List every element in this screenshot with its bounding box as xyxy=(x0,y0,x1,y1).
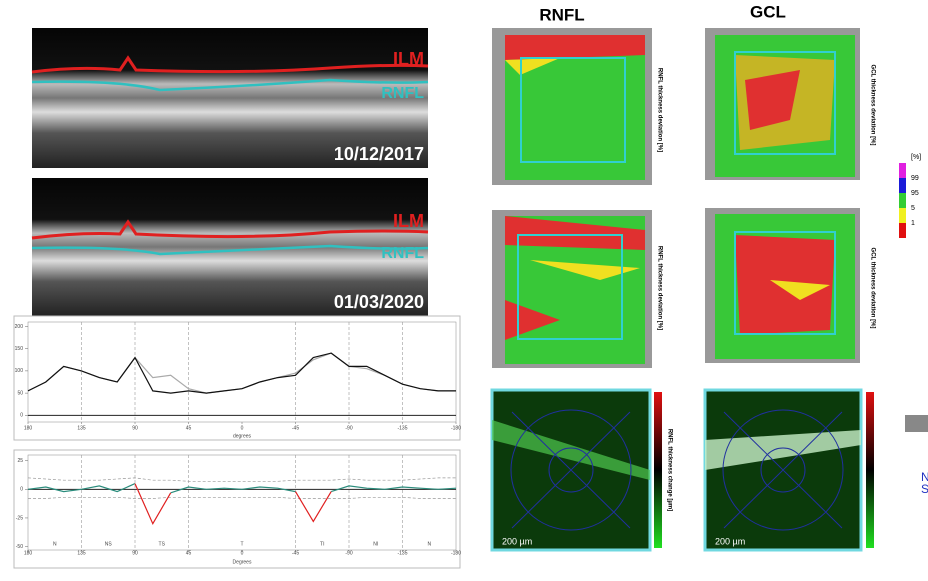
change-map: 200 µm xyxy=(703,388,874,552)
x-tick-label: 180 xyxy=(24,425,33,431)
legend-swatch xyxy=(899,163,906,178)
x-tick-label: 0 xyxy=(241,550,244,556)
x-tick-label: 135 xyxy=(77,550,86,556)
rnfl-label: RNFL xyxy=(381,85,424,102)
legend-level: 1 xyxy=(911,220,915,227)
gray-bar xyxy=(905,415,928,432)
x-axis-label: degrees xyxy=(233,433,252,439)
plot-frame xyxy=(13,315,461,441)
y-tick-label: 0 xyxy=(20,487,23,493)
rnfl-map xyxy=(492,28,652,185)
rnfl-label: RNFL xyxy=(381,245,424,262)
data-line xyxy=(28,496,456,499)
sector-label: TI xyxy=(320,541,324,547)
legend-level: 99 xyxy=(911,175,919,182)
x-tick-label: 180 xyxy=(24,550,33,556)
y-tick-label: 50 xyxy=(17,390,23,396)
column-header: GCL xyxy=(750,2,786,21)
legend-swatch xyxy=(899,178,906,193)
x-tick-label: -90 xyxy=(345,550,352,556)
y-tick-label: 25 xyxy=(17,458,23,464)
y-tick-label: 200 xyxy=(15,324,24,330)
map-label: RNFL thickness deviation [%] xyxy=(656,246,662,330)
sector-label: N xyxy=(427,541,431,547)
scale-bar: 200 µm xyxy=(715,536,745,546)
sector-label: N xyxy=(53,541,57,547)
map-label: GCL thickness deviation [%] xyxy=(869,65,875,146)
x-tick-label: 90 xyxy=(132,550,138,556)
y-tick-label: -25 xyxy=(16,515,23,521)
data-line xyxy=(27,477,456,482)
x-tick-label: 135 xyxy=(77,425,86,431)
legend-swatch xyxy=(899,193,906,208)
edge-text: S xyxy=(921,482,928,496)
x-tick-label: 0 xyxy=(241,425,244,431)
legend-swatch xyxy=(899,223,906,238)
legend-level: 5 xyxy=(911,205,915,212)
x-tick-label: 90 xyxy=(132,425,138,431)
y-tick-label: 150 xyxy=(15,346,24,352)
data-line xyxy=(27,483,457,494)
ilm-label: ILM xyxy=(393,211,424,231)
y-tick-label: 0 xyxy=(20,413,23,419)
y-tick-label: 100 xyxy=(15,368,24,374)
x-tick-label: -135 xyxy=(397,425,407,431)
scan-date: 01/03/2020 xyxy=(334,292,424,312)
legend-level: 95 xyxy=(911,190,919,197)
legend-swatch xyxy=(899,208,906,223)
x-tick-label: -135 xyxy=(397,550,407,556)
data-line xyxy=(27,352,456,394)
map-label: RNFL thickness change [µm] xyxy=(666,429,672,511)
oct-scan: ILM RNFL 10/12/2017 xyxy=(31,28,429,168)
scan-date: 10/12/2017 xyxy=(334,144,424,164)
x-tick-label: 45 xyxy=(186,425,192,431)
sector-label: NS xyxy=(105,541,113,547)
gcl-map xyxy=(705,208,860,363)
oct-scan: ILM RNFL 01/03/2020 xyxy=(31,178,429,316)
column-header: RNFL xyxy=(539,5,584,24)
x-tick-label: -90 xyxy=(345,425,352,431)
gcl-map xyxy=(705,28,860,180)
x-tick-label: 45 xyxy=(186,550,192,556)
x-tick-label: -45 xyxy=(292,550,299,556)
data-line xyxy=(134,483,332,526)
legend-title: [%] xyxy=(911,154,921,161)
x-tick-label: -180 xyxy=(451,425,461,431)
sector-label: NI xyxy=(373,541,378,547)
y-tick-label: -50 xyxy=(16,544,23,550)
x-tick-label: -45 xyxy=(292,425,299,431)
map-label: GCL thickness deviation [%] xyxy=(869,248,875,329)
edge-text: N xyxy=(921,470,928,484)
sector-label: T xyxy=(240,541,243,547)
change-map: 200 µm xyxy=(490,388,662,552)
map-label: RNFL thickness deviation [%] xyxy=(656,68,662,152)
x-tick-label: -180 xyxy=(451,550,461,556)
ilm-label: ILM xyxy=(393,49,424,69)
plot-frame xyxy=(13,449,461,569)
x-axis-label: Degrees xyxy=(233,559,252,565)
legend: 99 95 5 1 xyxy=(899,163,919,238)
scale-bar: 200 µm xyxy=(502,536,532,546)
sector-label: TS xyxy=(159,541,166,547)
rnfl-map xyxy=(492,210,652,368)
